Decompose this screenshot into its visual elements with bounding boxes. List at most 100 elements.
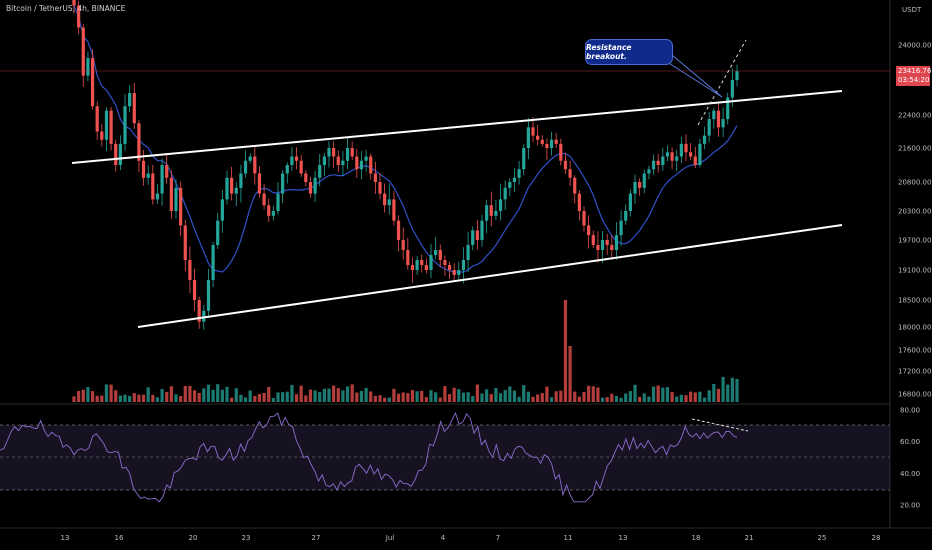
volume-bar	[730, 377, 734, 402]
volume-bar	[128, 395, 132, 402]
volume-bar	[253, 395, 257, 402]
candle-body	[318, 165, 322, 178]
candle-body	[684, 143, 688, 153]
candle-body	[290, 156, 294, 165]
volume-bar	[447, 394, 452, 402]
volume-bar	[77, 390, 81, 402]
candle-body	[600, 240, 605, 250]
annotation-callout-2	[671, 54, 723, 98]
candle-body	[614, 235, 619, 250]
rsi-path	[0, 412, 738, 503]
candle-body	[675, 156, 679, 161]
volume-bar	[90, 391, 95, 402]
volume-bar	[146, 387, 150, 402]
candle-body	[109, 110, 113, 144]
volume-bar	[95, 395, 99, 402]
candle-body	[642, 173, 646, 188]
moving-average	[73, 5, 738, 273]
volume-bar	[522, 385, 526, 402]
candle-body	[702, 135, 707, 144]
candle-body	[651, 160, 656, 170]
candle-body	[72, 0, 76, 6]
candle-body	[628, 193, 632, 211]
volume-bar	[628, 391, 632, 402]
candle-body	[81, 27, 85, 76]
candle-body	[498, 199, 503, 211]
volume-bar	[665, 387, 670, 402]
candle-body	[155, 193, 160, 200]
volume-bar	[373, 395, 377, 402]
candle-body	[151, 173, 155, 200]
volume-bar	[434, 392, 438, 402]
volume-bar	[517, 396, 521, 402]
candle-body	[545, 143, 549, 148]
volume-bar	[424, 397, 428, 402]
candle-body	[610, 245, 614, 250]
volume-bar	[174, 394, 178, 402]
volume-bar	[327, 388, 331, 402]
volume-bar	[642, 393, 646, 402]
volume-bar	[81, 389, 85, 402]
volume-bar	[508, 386, 512, 402]
volume-bar	[183, 385, 187, 402]
candle-body	[132, 93, 136, 124]
volume-bar	[322, 388, 326, 402]
candle-body	[369, 156, 373, 174]
candle-body	[95, 106, 99, 132]
volume-bar	[675, 396, 679, 402]
annotation-bubble[interactable]: Resistance breakout.	[585, 39, 673, 65]
time-tick-label: 13	[61, 534, 70, 542]
volume-bar	[591, 386, 595, 402]
candle-body	[378, 182, 382, 194]
volume-bar	[698, 391, 702, 402]
rsi-tick-label: 60.00	[900, 438, 920, 446]
candle-body	[336, 156, 340, 165]
volume-bar	[563, 300, 568, 402]
candle-body	[299, 160, 303, 174]
time-tick-label: 25	[818, 534, 827, 542]
volume-bar	[438, 397, 442, 402]
price-tick-label: 21600.00	[898, 145, 931, 153]
candle-body	[234, 187, 238, 194]
candle-body	[327, 148, 331, 157]
volume-bar	[313, 390, 317, 402]
candle-body	[410, 265, 415, 270]
price-tick-label: 16800.00	[898, 391, 931, 399]
time-tick-label: 27	[312, 534, 321, 542]
candle-body	[262, 193, 266, 206]
volume-bar	[573, 391, 577, 402]
volume-bar	[364, 387, 368, 402]
volume-bar	[540, 393, 544, 402]
volume-bar	[396, 393, 401, 402]
candle-body	[308, 182, 313, 194]
volume-bar	[378, 395, 382, 402]
candle-body	[77, 5, 81, 28]
candle-body	[364, 156, 368, 161]
candle-body	[128, 93, 132, 107]
volume-bar	[721, 376, 725, 402]
breakout-dashed-line	[697, 39, 747, 126]
candle-body	[591, 235, 595, 245]
candle-body	[387, 199, 391, 206]
last-price-badge: 23416.76 03:54:20	[896, 66, 931, 86]
candle-body	[540, 139, 544, 144]
price-tick-label: 17600.00	[898, 347, 931, 355]
price-tick-label: 19700.00	[898, 237, 931, 245]
volume-bar	[243, 397, 248, 402]
volume-bar	[415, 391, 419, 402]
volume-bar	[716, 388, 721, 402]
candle-body	[243, 160, 248, 174]
volume-bar	[262, 393, 266, 402]
candle-body	[452, 270, 456, 275]
candle-body	[341, 160, 345, 165]
candle-body	[285, 165, 289, 174]
candle-body	[202, 310, 206, 322]
candle-body	[698, 143, 702, 165]
price-tick-label: 19100.00	[898, 267, 931, 275]
volume-bar	[216, 384, 220, 402]
candle-body	[647, 169, 651, 174]
volume-bar	[109, 384, 113, 402]
volume-bar	[206, 384, 211, 402]
candle-body	[276, 193, 280, 211]
volume-bar	[457, 389, 461, 402]
